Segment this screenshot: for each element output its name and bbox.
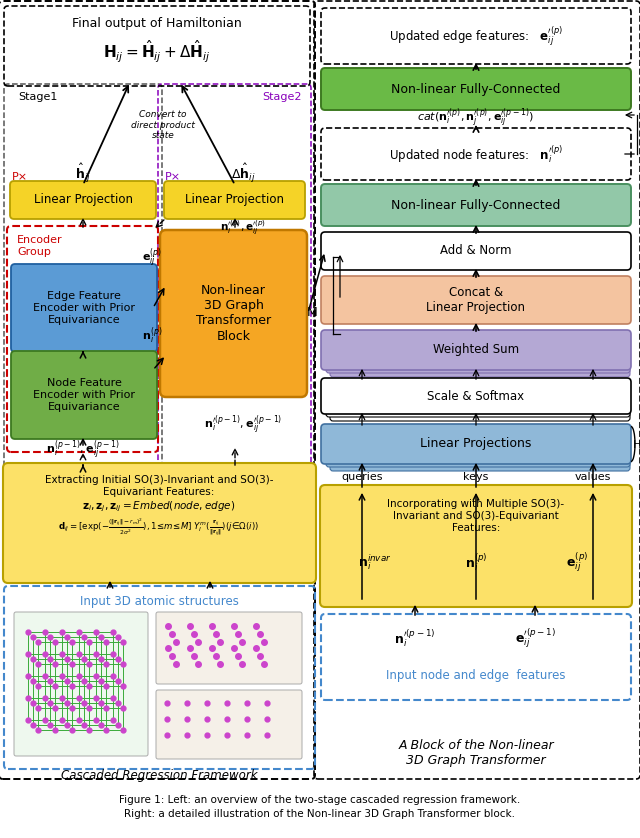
Text: Non-linear Fully-Connected: Non-linear Fully-Connected	[391, 199, 561, 211]
FancyBboxPatch shape	[14, 612, 148, 756]
Text: Extracting Initial SO(3)-Invariant and SO(3)-: Extracting Initial SO(3)-Invariant and S…	[45, 475, 273, 485]
Text: P×: P×	[165, 172, 181, 182]
Text: Weighted Sum: Weighted Sum	[433, 344, 519, 356]
Text: Convert to
direct product
state: Convert to direct product state	[131, 110, 195, 140]
Text: $\mathbf{e}_{ij}^{\prime(p-1)}$: $\mathbf{e}_{ij}^{\prime(p-1)}$	[515, 626, 556, 649]
Text: values: values	[575, 472, 611, 482]
Text: Input node and edge  features: Input node and edge features	[387, 669, 566, 681]
Text: Linear Projections: Linear Projections	[420, 437, 532, 451]
Text: $\mathbf{n}_i^{(p)}$: $\mathbf{n}_i^{(p)}$	[142, 326, 162, 346]
FancyBboxPatch shape	[160, 230, 307, 397]
Text: $\mathbf{n}_i^{(p)}$: $\mathbf{n}_i^{(p)}$	[465, 551, 487, 573]
Text: Figure 1: Left: an overview of the two-stage cascaded regression framework.: Figure 1: Left: an overview of the two-s…	[120, 795, 520, 805]
Text: Invariant and SO(3)-Equivariant: Invariant and SO(3)-Equivariant	[393, 511, 559, 521]
FancyBboxPatch shape	[156, 612, 302, 684]
FancyBboxPatch shape	[326, 335, 630, 373]
Text: $\mathbf{n}_i^{\prime(p)},\mathbf{e}_{ij}^{\prime(p)}$: $\mathbf{n}_i^{\prime(p)},\mathbf{e}_{ij…	[220, 219, 266, 237]
Text: 3D Graph Transformer: 3D Graph Transformer	[406, 753, 546, 767]
Text: $\mathbf{n}_i^{invar}$: $\mathbf{n}_i^{invar}$	[358, 552, 392, 572]
Text: keys: keys	[463, 472, 489, 482]
Text: Right: a detailed illustration of the Non-linear 3D Graph Transformer block.: Right: a detailed illustration of the No…	[125, 809, 515, 819]
Text: P×: P×	[12, 172, 28, 182]
Text: $\mathbf{d}_{ij}=[\exp(-\frac{(\|\mathbf{r}_{ij}\|-r_m)^2}{2\sigma^2}),1\!\leq\!: $\mathbf{d}_{ij}=[\exp(-\frac{(\|\mathbf…	[58, 516, 260, 538]
Text: Equivariant Features:: Equivariant Features:	[103, 487, 214, 497]
Text: $\mathbf{n}_i^{(p-1)},\mathbf{e}_{ij}^{(p-1)}$: $\mathbf{n}_i^{(p-1)},\mathbf{e}_{ij}^{(…	[46, 438, 120, 462]
Text: Concat &
Linear Projection: Concat & Linear Projection	[426, 286, 525, 314]
FancyBboxPatch shape	[330, 433, 630, 471]
FancyBboxPatch shape	[321, 184, 631, 226]
Text: Node Feature
Encoder with Prior
Equivariance: Node Feature Encoder with Prior Equivari…	[33, 379, 135, 411]
Text: Encoder: Encoder	[17, 235, 63, 245]
Text: queries: queries	[341, 472, 383, 482]
FancyBboxPatch shape	[10, 181, 156, 219]
Text: Stage1: Stage1	[18, 92, 58, 102]
Text: Features:: Features:	[452, 523, 500, 533]
FancyBboxPatch shape	[330, 387, 630, 421]
FancyBboxPatch shape	[321, 276, 631, 324]
Text: $\mathbf{e}_{ij}^{(p)}$: $\mathbf{e}_{ij}^{(p)}$	[566, 551, 588, 574]
Text: $cat(\mathbf{n}_i^{\prime(p)},\mathbf{n}_j^{\prime(p)},\mathbf{e}_{ij}^{\prime(p: $cat(\mathbf{n}_i^{\prime(p)},\mathbf{n}…	[417, 106, 534, 130]
Text: Updated node features:   $\mathbf{n}_i^{\prime(p)}$: Updated node features: $\mathbf{n}_i^{\p…	[388, 143, 563, 165]
Text: Group: Group	[17, 247, 51, 257]
Text: Non-linear Fully-Connected: Non-linear Fully-Connected	[391, 82, 561, 96]
Text: $\mathbf{n}_i^{\prime(p-1)}$: $\mathbf{n}_i^{\prime(p-1)}$	[394, 627, 436, 649]
Text: Input 3D atomic structures: Input 3D atomic structures	[79, 594, 239, 608]
Text: Scale & Softmax: Scale & Softmax	[428, 390, 525, 402]
Text: Updated edge features:   $\mathbf{e}_{ij}^{\prime(p)}$: Updated edge features: $\mathbf{e}_{ij}^…	[389, 24, 563, 48]
Text: Stage2: Stage2	[262, 92, 302, 102]
Text: Linear Projection: Linear Projection	[185, 194, 284, 206]
Text: Incorporating with Multiple SO(3)-: Incorporating with Multiple SO(3)-	[387, 499, 564, 509]
Text: $\mathbf{e}_{ij}^{(p)}$: $\mathbf{e}_{ij}^{(p)}$	[142, 246, 162, 270]
Text: Add & Norm: Add & Norm	[440, 245, 512, 257]
Text: H: H	[633, 440, 640, 450]
Text: $\hat{\mathbf{h}}_{ij}$: $\hat{\mathbf{h}}_{ij}$	[75, 162, 91, 184]
Text: Linear Projection: Linear Projection	[33, 194, 132, 206]
Text: A Block of the Non-linear: A Block of the Non-linear	[398, 738, 554, 752]
FancyBboxPatch shape	[330, 339, 630, 377]
FancyBboxPatch shape	[164, 181, 305, 219]
FancyBboxPatch shape	[326, 383, 630, 417]
FancyBboxPatch shape	[321, 68, 631, 110]
FancyBboxPatch shape	[320, 485, 632, 607]
Text: $\mathbf{n}_i^{\prime(p-1)},\mathbf{e}_{ij}^{\prime(p-1)}$: $\mathbf{n}_i^{\prime(p-1)},\mathbf{e}_{…	[204, 413, 282, 437]
FancyBboxPatch shape	[321, 330, 631, 370]
Text: M: M	[307, 307, 317, 319]
FancyBboxPatch shape	[326, 429, 630, 467]
Text: Cascaded Regression Framework: Cascaded Regression Framework	[61, 768, 257, 782]
FancyBboxPatch shape	[321, 424, 631, 464]
Text: Non-linear
3D Graph
Transformer
Block: Non-linear 3D Graph Transformer Block	[196, 284, 271, 343]
Text: Final output of Hamiltonian: Final output of Hamiltonian	[72, 18, 242, 30]
FancyBboxPatch shape	[3, 463, 316, 583]
Text: $\Delta\hat{\mathbf{h}}_{ij}$: $\Delta\hat{\mathbf{h}}_{ij}$	[231, 162, 255, 184]
FancyBboxPatch shape	[11, 351, 157, 439]
Text: $\mathbf{H}_{ij}=\hat{\mathbf{H}}_{ij}+\Delta\hat{\mathbf{H}}_{ij}$: $\mathbf{H}_{ij}=\hat{\mathbf{H}}_{ij}+\…	[103, 39, 211, 65]
FancyBboxPatch shape	[321, 232, 631, 270]
Text: $\mathbf{z}_i,\mathbf{z}_j,\mathbf{z}_{ij}=\mathit{Embed}(node,edge)$: $\mathbf{z}_i,\mathbf{z}_j,\mathbf{z}_{i…	[83, 499, 236, 515]
Text: Edge Feature
Encoder with Prior
Equivariance: Edge Feature Encoder with Prior Equivari…	[33, 292, 135, 324]
FancyBboxPatch shape	[156, 690, 302, 759]
FancyBboxPatch shape	[11, 264, 157, 352]
FancyBboxPatch shape	[321, 378, 631, 414]
